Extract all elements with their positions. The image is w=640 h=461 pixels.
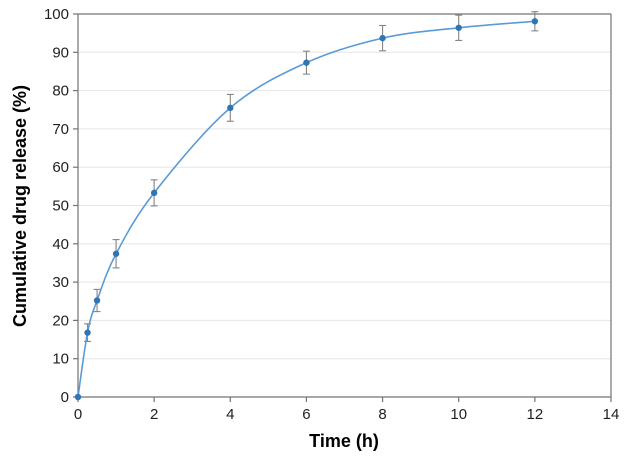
x-tick-label: 14: [603, 406, 620, 423]
data-point-marker: [84, 329, 91, 336]
y-tick-label: 0: [61, 389, 69, 406]
y-tick-label: 20: [52, 312, 69, 329]
x-tick-label: 12: [527, 406, 544, 423]
data-point-marker: [227, 104, 234, 112]
data-point-marker: [150, 189, 158, 197]
data-point-marker: [303, 59, 310, 66]
release-curve: [77, 20, 535, 398]
x-tick-label: 0: [74, 406, 82, 423]
series-markers: [74, 18, 539, 401]
y-tick-label: 90: [52, 44, 69, 61]
y-tick-label: 60: [52, 159, 69, 176]
x-tick-label: 4: [226, 406, 234, 423]
x-axis-title: Time (h): [309, 431, 379, 451]
gridlines: [78, 51, 611, 360]
y-tick-label: 40: [52, 236, 69, 253]
x-tick-label: 8: [378, 406, 386, 423]
tick-labels: 0 10 20 30 40 50 60 70 80 90 100 0 2 4 6 8 10 12 14: [44, 6, 619, 423]
x-tick-label: 10: [450, 406, 467, 423]
y-tick-label: 70: [52, 121, 69, 138]
y-axis-title: Cumulative drug release (%): [10, 85, 30, 327]
y-tick-label: 50: [52, 198, 69, 215]
x-tick-label: 6: [302, 406, 310, 423]
series-line: [77, 20, 535, 398]
data-point-marker: [531, 18, 539, 25]
x-tick-label: 2: [150, 406, 158, 423]
y-tick-label: 30: [52, 274, 69, 291]
y-tick-label: 100: [44, 6, 69, 23]
data-point-marker: [112, 250, 120, 257]
data-point-marker: [74, 393, 82, 401]
y-tick-label: 80: [52, 83, 69, 100]
axes: [73, 13, 612, 402]
y-tick-label: 10: [52, 351, 69, 368]
data-point-marker: [93, 297, 101, 304]
data-point-marker: [379, 34, 386, 42]
data-point-marker: [455, 24, 462, 31]
